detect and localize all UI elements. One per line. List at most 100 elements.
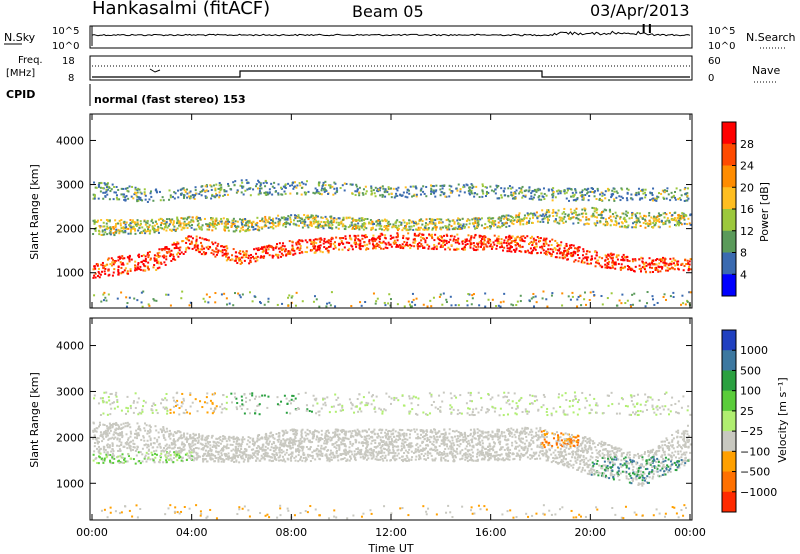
power-cell [186, 196, 189, 199]
velocity-cell [138, 425, 141, 428]
power-cell [613, 261, 616, 264]
power-cell [689, 223, 692, 226]
power-cell [382, 240, 385, 243]
power-cell [455, 187, 458, 190]
power-cell [314, 251, 317, 254]
velocity-cell [169, 457, 172, 460]
power-cell [327, 245, 330, 248]
power-cell [514, 241, 517, 244]
velocity-cell [516, 445, 519, 448]
power-cell [392, 241, 395, 244]
power-cell [139, 268, 142, 271]
power-cell [590, 215, 593, 218]
power-cell [333, 241, 336, 244]
power-cell [491, 217, 494, 220]
velocity-cell [648, 458, 651, 461]
power-cell [464, 241, 467, 244]
power-cell [500, 244, 503, 247]
power-cell [262, 256, 265, 259]
power-cell [611, 259, 614, 262]
power-cell [199, 218, 202, 221]
power-cell [517, 214, 520, 217]
power-cell [215, 217, 218, 220]
power-cell [444, 243, 447, 246]
power-cell [514, 197, 517, 200]
power-cell [291, 240, 294, 243]
power-cell [579, 191, 582, 194]
power-cell [342, 224, 345, 227]
power-cell [144, 198, 147, 201]
velocity-cell [214, 454, 217, 457]
power-cell [230, 222, 233, 225]
velocity-scatter [92, 391, 692, 520]
power-cell [644, 270, 647, 273]
power-cell [205, 238, 208, 241]
velocity-cell [426, 437, 429, 440]
velocity-cell [559, 436, 562, 439]
power-cell [412, 238, 415, 241]
power-cell [427, 228, 430, 231]
power-cell [141, 226, 144, 229]
velocity-cell [387, 452, 390, 455]
power-cell [153, 257, 156, 260]
power-cell [316, 188, 319, 191]
power-cell [386, 229, 389, 232]
power-cell [196, 246, 199, 249]
power-cell [332, 221, 335, 224]
power-cell [644, 305, 647, 308]
power-cell [433, 192, 436, 195]
power-cell [627, 224, 630, 227]
power-cell [313, 240, 316, 243]
power-cell [233, 230, 236, 233]
power-cell [325, 224, 328, 227]
velocity-cell [368, 451, 371, 454]
power-cell [386, 247, 389, 250]
power-cell [532, 237, 535, 240]
power-cell [151, 228, 154, 231]
power-cell [560, 241, 563, 244]
power-cell [561, 254, 564, 257]
velocity-cell [165, 456, 168, 459]
power-cell [611, 189, 614, 192]
power-cell [208, 225, 211, 228]
power-cell [642, 222, 645, 225]
power-cell [592, 207, 595, 210]
velocity-cell [177, 437, 180, 440]
power-cell [496, 197, 499, 200]
velocity-cell [535, 431, 538, 434]
power-cell [351, 248, 354, 251]
power-cell [105, 218, 108, 221]
velocity-cell [216, 444, 219, 447]
power-cell [528, 217, 531, 220]
velocity-cell [686, 430, 689, 433]
power-cell [585, 218, 588, 221]
power-cell [212, 184, 215, 187]
power-cell [506, 240, 509, 243]
power-cell [139, 196, 142, 199]
power-cell [402, 237, 405, 240]
power-cell [509, 246, 512, 249]
power-cell [160, 224, 163, 227]
velocity-cell [141, 447, 144, 450]
power-cell [431, 235, 434, 238]
power-cell [629, 197, 632, 200]
power-cell [256, 259, 259, 262]
power-cell [128, 260, 131, 263]
power-cell [157, 227, 160, 230]
power-cell [220, 186, 223, 189]
power-cell [198, 192, 201, 195]
power-cell [458, 225, 461, 228]
power-cell [497, 240, 500, 243]
power-cell [449, 295, 452, 298]
power-cell [315, 249, 318, 252]
power-cell [127, 197, 130, 200]
power-cell [497, 221, 500, 224]
power-cell [396, 229, 399, 232]
power-cell [428, 222, 431, 225]
power-cell [421, 223, 424, 226]
velocity-cell [606, 453, 609, 456]
power-cell [461, 247, 464, 250]
power-cell [362, 188, 365, 191]
power-cell [581, 195, 584, 198]
power-cell [574, 259, 577, 262]
